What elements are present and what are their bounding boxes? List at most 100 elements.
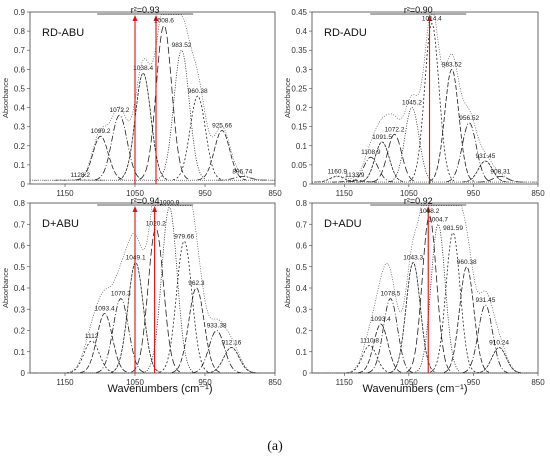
y-tick-label: 0.05: [291, 161, 307, 170]
component-peak: [367, 298, 413, 373]
y-tick-label: 0.4: [296, 284, 308, 293]
x-tick-label: 950: [467, 189, 481, 198]
component-peak: [443, 266, 490, 373]
red-marker-arrow: [425, 206, 431, 212]
component-peak: [408, 23, 455, 182]
component-peak: [156, 49, 206, 180]
y-tick-label: 0.7: [14, 220, 26, 229]
peak-label: 960.38: [188, 88, 208, 95]
y-tick-label: 0: [303, 180, 308, 189]
panel-title: RD-ADU: [324, 27, 367, 39]
y-tick-label: 0.8: [14, 199, 26, 208]
red-marker-arrow: [132, 15, 138, 21]
red-marker-arrow: [153, 15, 159, 21]
component-peak: [96, 298, 145, 373]
y-axis-label: Absorbance: [283, 268, 292, 308]
y-tick-label: 0: [21, 369, 26, 378]
component-peak: [159, 240, 209, 373]
component-peak: [462, 160, 508, 183]
y-tick-label: 0.4: [14, 104, 26, 113]
component-peak: [75, 135, 125, 181]
x-tick-label: 1150: [56, 189, 74, 198]
y-tick-label: 0.6: [14, 242, 26, 251]
y-axis-label: Absorbance: [1, 78, 10, 118]
component-peak: [139, 25, 189, 180]
y-axis-label: Absorbance: [283, 78, 292, 118]
peak-label: 956.52: [459, 115, 479, 122]
y-tick-label: 0.5: [14, 84, 26, 93]
y-tick-label: 0.15: [291, 123, 307, 132]
peak-label: 1072.2: [110, 107, 130, 114]
component-peak: [348, 156, 394, 183]
y-tick-label: 0.7: [14, 46, 26, 55]
fitted-envelope: [312, 205, 538, 374]
x-tick-label: 1050: [400, 378, 418, 387]
x-tick-label: 950: [467, 378, 481, 387]
x-tick-label: 850: [531, 378, 545, 387]
component-peak: [144, 206, 194, 373]
component-peak: [94, 114, 144, 181]
peak-label: 925.66: [212, 122, 232, 129]
peak-label: 1072.2: [385, 126, 405, 133]
peak-label: 979.66: [174, 233, 194, 240]
plot-frame: [29, 11, 276, 185]
y-tick-label: 0.2: [14, 142, 26, 151]
peak-label: 1133.9: [345, 172, 365, 179]
y-tick-label: 0.3: [14, 305, 26, 314]
peak-label: 1070.3: [111, 291, 131, 298]
panel-rd-adu: 0 0.05 0.1 0.15 0.2 0.25 0.3 0.35 0.4 0.45 1150 105…: [283, 5, 545, 198]
component-peak: [171, 287, 221, 373]
peak-label: 1049.1: [126, 255, 146, 262]
peak-label: 1078.5: [381, 291, 401, 298]
y-tick-label: 0.1: [14, 161, 26, 170]
component-peak: [191, 330, 241, 374]
peak-label: 1043.3: [403, 255, 423, 262]
component-peak: [79, 313, 129, 373]
y-tick-label: 0: [303, 369, 308, 378]
component-peak: [389, 107, 435, 182]
peak-label: 983.52: [442, 61, 462, 68]
y-tick-label: 0.7: [296, 220, 308, 229]
plot-frame: [311, 11, 539, 185]
panel-d-adu: 0 0.1 0.2 0.3 0.4 0.5 0.6 0.7 0.8 1150 1050 950 850 A…: [283, 196, 545, 387]
panel-title: RD-ABU: [42, 27, 84, 39]
peak-label: 962.3: [188, 280, 205, 287]
component-peak: [66, 340, 116, 374]
peak-label: 1000.9: [159, 199, 179, 206]
panel-rd-abu: 0 0.1 0.2 0.3 0.4 0.5 0.6 0.7 0.8 0.9 1150 1050 950 8…: [1, 5, 282, 198]
peak-label: 912.16: [222, 340, 242, 347]
red-marker-arrow: [152, 206, 158, 212]
x-tick-label: 850: [268, 378, 282, 387]
x-tick-label: 1050: [400, 189, 418, 198]
x-tick-label: 1050: [126, 378, 144, 387]
y-tick-label: 0.8: [14, 27, 26, 36]
y-tick-label: 0.5: [296, 263, 308, 272]
panel-title: D+ADU: [324, 218, 362, 230]
peak-label: 1008.6: [154, 17, 174, 24]
y-tick-label: 0.2: [296, 104, 308, 113]
y-tick-label: 0.4: [296, 27, 308, 36]
peak-label: 1160.9: [328, 168, 348, 175]
peak-label: 981.59: [443, 225, 463, 232]
peak-label: 896.74: [232, 168, 252, 175]
red-marker-arrow: [132, 206, 138, 212]
peak-label: 1112: [85, 333, 99, 340]
component-peak: [346, 345, 392, 374]
panel-d-abu: 0 0.1 0.2 0.3 0.4 0.5 0.6 0.7 0.8 1150 1050 950 850 A…: [1, 196, 282, 387]
peak-label: 960.38: [457, 259, 477, 266]
y-tick-label: 0: [21, 180, 26, 189]
x-tick-label: 950: [198, 378, 212, 387]
peak-label: 1038.4: [133, 65, 153, 72]
y-tick-label: 0.9: [14, 8, 26, 17]
x-tick-label: 1150: [56, 378, 74, 387]
y-tick-label: 0.5: [14, 263, 26, 272]
peak-label: 933.38: [207, 323, 227, 330]
y-tick-label: 0.3: [296, 65, 308, 74]
component-peak: [131, 228, 181, 373]
x-tick-label: 1150: [336, 189, 354, 198]
fitted-envelope: [312, 14, 538, 183]
component-peak: [358, 323, 404, 374]
y-tick-label: 0.4: [14, 284, 26, 293]
component-peak: [359, 141, 405, 183]
